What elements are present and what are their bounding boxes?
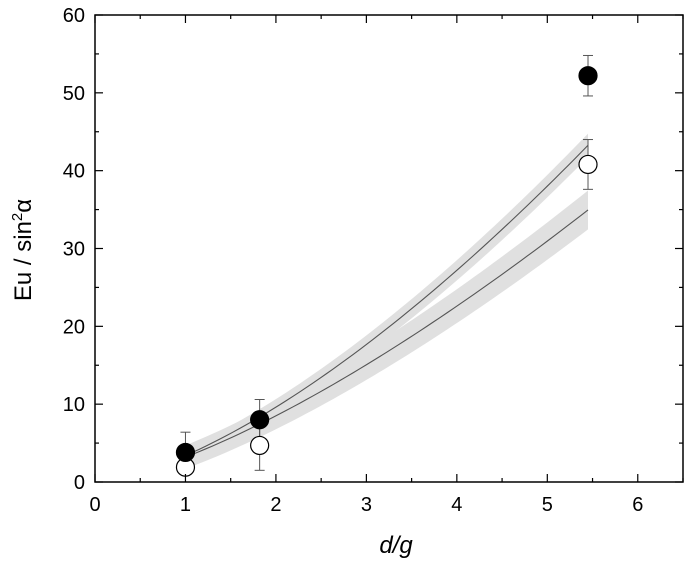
y-axis-title-main: Eu / sin — [10, 221, 37, 301]
confidence-bands — [185, 133, 589, 469]
x-tick-label: 6 — [632, 494, 643, 516]
axis-ticks — [94, 14, 684, 483]
plot-frame — [94, 14, 684, 483]
y-tick-label: 0 — [74, 472, 85, 494]
x-tick-label: 0 — [89, 494, 100, 516]
y-tick-label: 60 — [63, 5, 85, 27]
y-tick-labels: 0 10 20 30 40 50 60 — [63, 5, 85, 494]
filled-marker — [578, 66, 598, 86]
y-axis-title-superscript: 2 — [9, 213, 26, 221]
y-tick-label: 40 — [63, 161, 85, 183]
y-tick-label: 10 — [63, 394, 85, 416]
filled-marker — [250, 410, 270, 430]
x-tick-label: 1 — [180, 494, 191, 516]
x-tick-label: 5 — [542, 494, 553, 516]
y-tick-label: 20 — [63, 316, 85, 338]
x-tick-labels: 0 1 2 3 4 5 6 — [89, 494, 643, 516]
fit-curves — [185, 144, 589, 458]
x-axis-title: d/g — [379, 532, 413, 559]
confidence-band — [185, 133, 589, 463]
y-tick-label: 50 — [63, 83, 85, 105]
x-tick-label: 4 — [451, 494, 462, 516]
fit-curve — [185, 144, 589, 457]
open-marker — [250, 435, 270, 456]
y-axis-title-symbol: α — [10, 199, 37, 213]
y-tick-label: 30 — [63, 239, 85, 261]
x-tick-label: 3 — [361, 494, 372, 516]
x-tick-label: 2 — [270, 494, 281, 516]
filled-marker — [175, 442, 196, 463]
open-marker — [578, 154, 598, 175]
fit-curve — [185, 209, 589, 458]
data-markers — [175, 66, 598, 477]
y-axis-title: Eu / sin2α — [9, 199, 37, 301]
